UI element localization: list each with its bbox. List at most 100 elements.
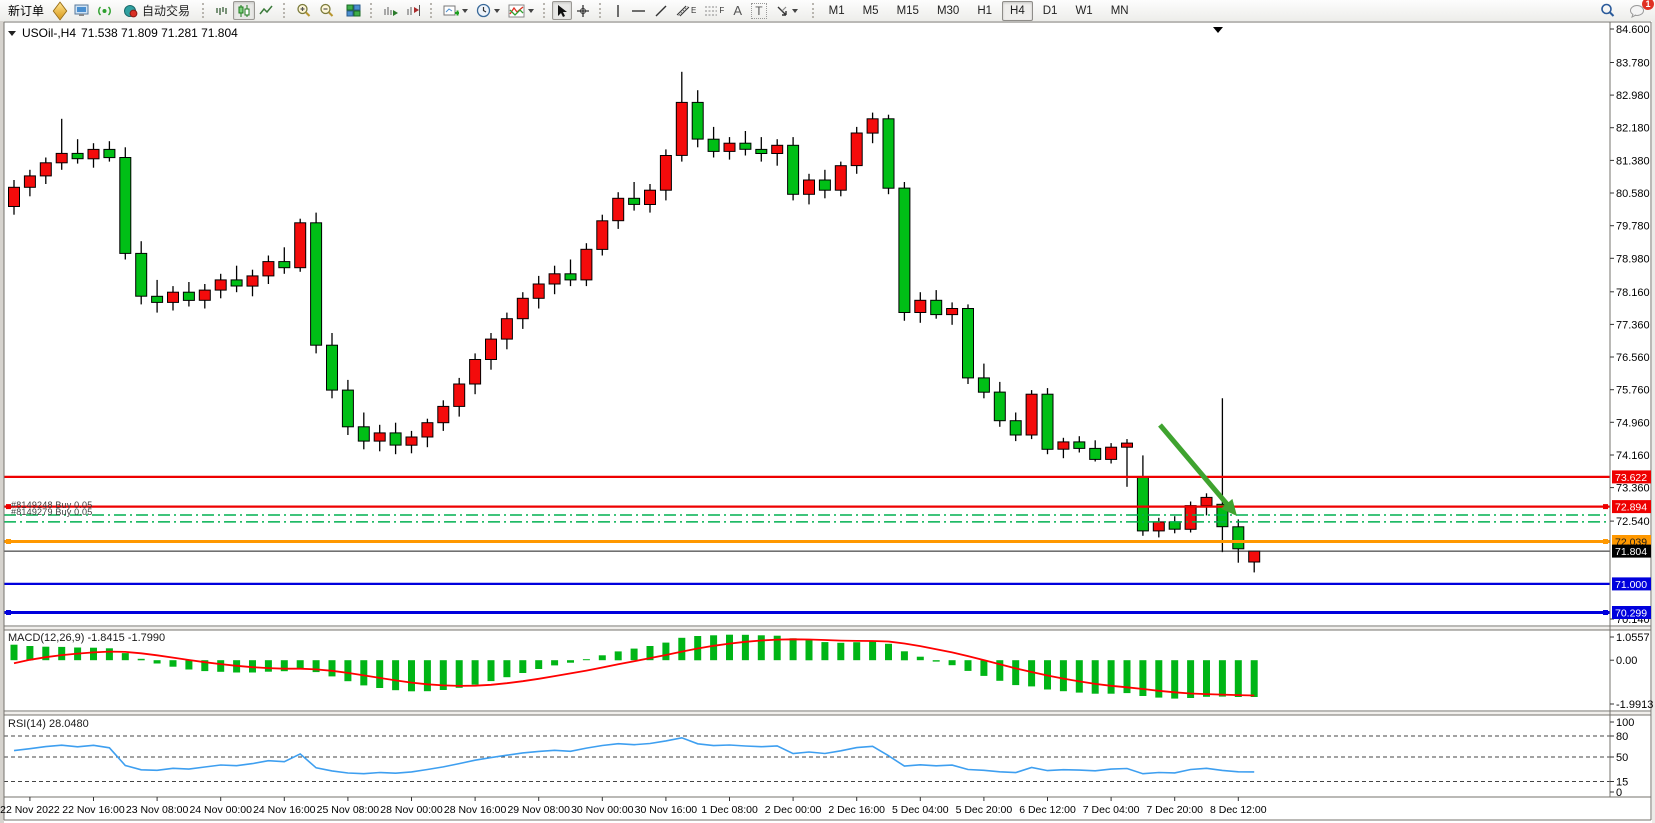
new-order-button[interactable]: 新订单 <box>2 1 50 20</box>
chart-canvas[interactable]: 84.600 83.780 82.980 82.180 81.380 80.580 79.7… <box>0 21 1655 823</box>
order-book-icon <box>52 0 68 21</box>
toolbar-grip <box>811 3 816 18</box>
macd-histogram-bar <box>837 642 845 661</box>
fibonacci-tool-button[interactable]: F <box>700 1 728 20</box>
macd-histogram-bar <box>741 634 749 661</box>
candle <box>787 144 800 195</box>
timeframe-button-D1[interactable]: D1 <box>1042 4 1058 17</box>
macd-histogram-bar <box>1059 660 1067 692</box>
arrows-tool-button[interactable] <box>771 1 802 20</box>
market-watch-button[interactable] <box>93 1 116 20</box>
macd-histogram-bar <box>821 642 829 661</box>
macd-histogram-bar <box>264 660 272 672</box>
timeframe-button-M15[interactable]: M15 <box>896 4 919 17</box>
line-handle[interactable] <box>6 504 11 510</box>
macd-histogram-bar <box>105 648 113 661</box>
chevron-down-icon <box>494 8 501 13</box>
toolbar-grip <box>430 3 434 18</box>
macd-histogram-bar <box>1012 660 1020 686</box>
candle <box>326 344 338 391</box>
channel-tool-button[interactable]: E <box>672 1 700 20</box>
macd-histogram-bar <box>471 660 479 685</box>
new-chart-icon <box>443 5 460 15</box>
time-axis-label: 30 Nov 16:00 <box>635 804 698 816</box>
macd-histogram-bar <box>980 660 988 676</box>
line-handle[interactable] <box>6 539 11 544</box>
line-handle[interactable] <box>1603 504 1608 510</box>
chevron-down-icon <box>791 8 798 13</box>
macd-histogram-bar <box>1250 660 1258 697</box>
notifications-button[interactable]: 1 <box>1625 0 1654 20</box>
macd-histogram-bar <box>1203 660 1210 697</box>
chart-shift-button[interactable] <box>402 1 425 20</box>
line-handle[interactable] <box>1603 610 1608 615</box>
macd-histogram-bar <box>535 660 543 669</box>
channel-icon <box>676 5 690 17</box>
macd-histogram-bar <box>90 647 97 661</box>
bar-chart-button[interactable] <box>211 1 233 20</box>
macd-histogram-bar <box>853 642 861 661</box>
timeframe-button-H4[interactable]: H4 <box>1002 0 1033 21</box>
candle <box>55 152 68 164</box>
horizontal-line-tool-button[interactable] <box>627 1 650 20</box>
macd-histogram-bar <box>137 658 145 661</box>
candle <box>198 289 211 301</box>
candle <box>866 118 879 134</box>
tile-windows-button[interactable] <box>342 1 365 20</box>
auto-scroll-button[interactable] <box>379 1 402 20</box>
vertical-line-tool-button[interactable] <box>608 1 627 20</box>
timeframe-button-H1[interactable]: H1 <box>977 4 993 17</box>
search-button[interactable] <box>1596 1 1619 20</box>
timeframe-button-M5[interactable]: M5 <box>862 4 879 17</box>
timeframe-button-W1[interactable]: W1 <box>1075 4 1093 17</box>
timeframe-button-M1[interactable]: M1 <box>828 4 845 17</box>
order-book-button[interactable] <box>50 0 70 21</box>
auto-trading-button[interactable]: 自动交易 <box>116 1 197 20</box>
text-tool-letter: A <box>733 3 743 18</box>
macd-histogram-bar <box>1075 660 1083 693</box>
candle <box>914 299 927 313</box>
annotation-arrow-head[interactable] <box>1220 498 1237 516</box>
line-handle[interactable] <box>6 610 11 615</box>
annotation-arrow-shaft[interactable] <box>1158 423 1230 507</box>
text-tool-button[interactable]: A <box>728 1 747 20</box>
timeframe-button-MN[interactable]: MN <box>1110 4 1129 17</box>
price-axis-label: 74.960 <box>1616 417 1650 429</box>
scroll-to-end-marker[interactable] <box>1213 27 1223 33</box>
candlestick-chart-button[interactable] <box>233 1 256 20</box>
price-axis-label: 75.760 <box>1616 385 1650 397</box>
zoom-out-button[interactable] <box>315 1 338 20</box>
time-axis-label: 5 Dec 20:00 <box>956 804 1013 816</box>
trendline-tool-button[interactable] <box>650 1 672 20</box>
candle <box>389 432 402 446</box>
timeframe-button-M30[interactable]: M30 <box>936 4 960 17</box>
macd-histogram-bar <box>996 660 1004 681</box>
periods-button[interactable] <box>472 1 504 20</box>
macd-histogram-bar <box>678 637 686 661</box>
channel-letter: E <box>691 6 697 15</box>
terminal-button[interactable] <box>70 1 93 20</box>
new-chart-button[interactable] <box>439 1 472 20</box>
macd-histogram-bar <box>757 635 765 661</box>
zoom-in-button[interactable] <box>292 1 315 20</box>
macd-histogram-bar <box>10 644 18 661</box>
price-badge-label: 71.000 <box>1615 579 1647 591</box>
cursor-tool-button[interactable] <box>552 1 573 20</box>
candle <box>230 279 243 287</box>
crosshair-tool-button[interactable] <box>572 1 594 20</box>
macd-histogram-bar <box>630 648 638 661</box>
candle <box>87 148 100 160</box>
zoom-out-icon <box>320 3 334 17</box>
line-handle[interactable] <box>1603 539 1608 544</box>
indicators-button[interactable] <box>504 1 538 20</box>
time-axis-label: 22 Nov 16:00 <box>62 804 125 816</box>
macd-histogram-bar <box>916 656 924 661</box>
candle <box>485 338 497 361</box>
macd-histogram-bar <box>455 660 463 688</box>
macd-histogram-bar <box>201 660 209 672</box>
label-tool-button[interactable]: T <box>747 1 770 20</box>
price-axis-label: 77.360 <box>1616 319 1650 331</box>
line-chart-button[interactable] <box>255 1 278 20</box>
candle <box>1105 446 1118 460</box>
time-axis-label: 1 Dec 08:00 <box>701 804 758 816</box>
